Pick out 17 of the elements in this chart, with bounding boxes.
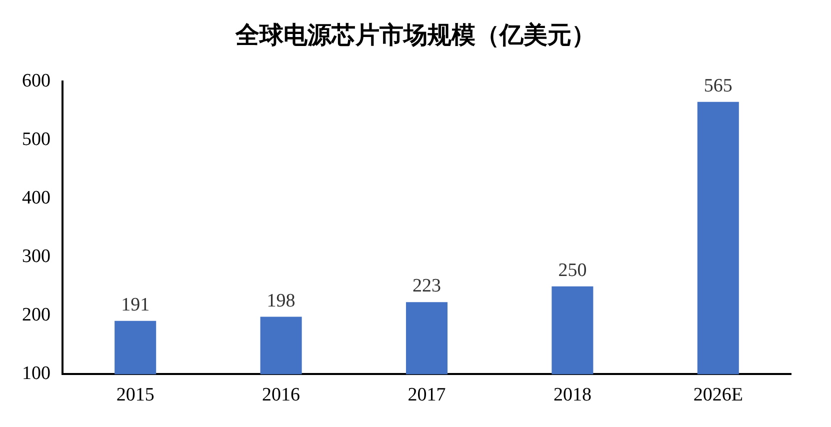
data-label: 565 — [704, 75, 732, 96]
data-label: 223 — [412, 276, 441, 297]
y-tick-label: 400 — [22, 188, 50, 209]
x-tick-label: 2015 — [116, 384, 154, 406]
y-tick-label: 100 — [22, 363, 50, 384]
chart-title: 全球电源芯片市场规模（亿美元） — [234, 20, 596, 51]
y-tick-label: 300 — [22, 246, 50, 268]
data-label: 250 — [558, 260, 587, 281]
y-tick-label: 600 — [22, 70, 50, 92]
x-tick-label: 2016 — [262, 384, 300, 406]
data-label: 198 — [266, 290, 296, 312]
y-tick-label: 200 — [22, 304, 50, 326]
x-tick-label: 2017 — [408, 384, 446, 406]
data-label: 191 — [121, 294, 150, 316]
x-tick-label: 2026E — [693, 384, 743, 406]
y-tick-label: 500 — [22, 128, 50, 150]
x-tick-label: 2018 — [553, 384, 592, 406]
